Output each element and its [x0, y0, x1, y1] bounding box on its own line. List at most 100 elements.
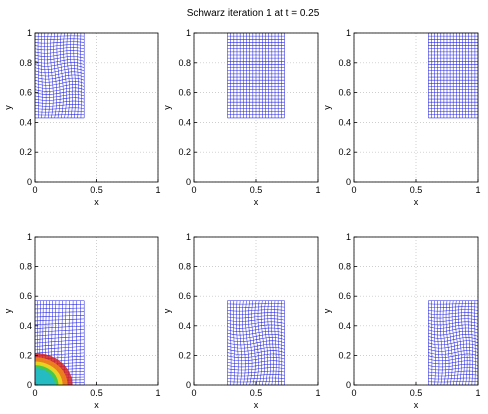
mesh-line-v	[428, 353, 479, 358]
x-tick-label: 0	[191, 388, 196, 398]
y-tick-label: 0.6	[19, 291, 32, 301]
y-tick-label: 0.8	[178, 262, 191, 272]
mesh-line-v	[227, 309, 285, 312]
x-tick-label: 1	[475, 185, 480, 195]
plot-area	[354, 237, 478, 385]
mesh-line-v	[428, 363, 479, 368]
mesh-line-u	[50, 32, 54, 118]
y-axis-label: y	[162, 308, 172, 313]
mesh-line-v	[34, 59, 85, 64]
subplot-1: 0 0.5 1 0 0.2 0.4 0.6 0.8 1 x y	[3, 28, 161, 207]
mesh-line-v	[428, 340, 479, 346]
mesh-line-v	[227, 357, 285, 362]
mesh-line-v	[34, 90, 85, 95]
mesh-line-v	[227, 367, 285, 371]
x-tick-label: 0	[351, 388, 356, 398]
subplot-5: 0 0.5 1 0 0.2 0.4 0.6 0.8 1 x y	[162, 232, 321, 410]
x-tick-label: 1	[315, 388, 320, 398]
x-axis-label: x	[94, 400, 99, 410]
mesh-line-v	[34, 50, 85, 54]
mesh-line-v	[227, 360, 285, 365]
mesh-line-v	[428, 370, 479, 374]
mesh-line-v	[227, 353, 285, 358]
solution-front	[35, 353, 73, 385]
mesh-line-v	[34, 332, 85, 337]
mesh-line-v	[34, 110, 85, 113]
mesh-line-v	[428, 312, 479, 315]
y-tick-label: 0	[346, 177, 351, 187]
mesh-line-v	[227, 324, 285, 329]
x-tick-label: 1	[475, 388, 480, 398]
mesh-line-v	[34, 81, 85, 86]
mesh-line-v	[428, 360, 479, 365]
mesh-line-u	[37, 32, 40, 118]
mesh-line-v	[428, 367, 479, 371]
mesh-line-v	[428, 350, 479, 355]
mesh-line-u	[40, 32, 43, 118]
mesh-line-v	[34, 53, 85, 57]
mesh-line-v	[34, 307, 85, 310]
y-tick-label: 0.4	[19, 117, 32, 127]
mesh-line-v	[34, 41, 85, 44]
mesh	[34, 32, 85, 119]
y-tick-label: 0	[346, 380, 351, 390]
mesh	[227, 32, 285, 119]
x-tick-label: 1	[315, 185, 320, 195]
mesh-line-u	[76, 32, 79, 118]
x-tick-label: 0.5	[90, 388, 103, 398]
y-tick-label: 0.4	[178, 321, 191, 331]
y-tick-label: 0	[186, 177, 191, 187]
mesh-line-v	[34, 97, 85, 101]
mesh	[428, 300, 479, 386]
y-tick-label: 1	[27, 232, 32, 242]
mesh-line-v	[428, 318, 479, 322]
mesh-line-v	[227, 312, 285, 315]
mesh-line-v	[34, 47, 85, 51]
y-tick-label: 1	[27, 28, 32, 38]
mesh-line-v	[34, 339, 85, 344]
y-tick-label: 0.4	[178, 117, 191, 127]
mesh-line-v	[227, 330, 285, 336]
x-axis-label: x	[94, 197, 99, 207]
y-tick-label: 0.2	[19, 147, 32, 157]
mesh-line-v	[34, 311, 85, 314]
mesh-line-u	[47, 32, 51, 118]
y-tick-label: 0.2	[338, 350, 351, 360]
x-axis-label: x	[254, 197, 259, 207]
mesh-line-v	[34, 38, 85, 41]
mesh-line-v	[34, 100, 85, 104]
y-tick-label: 0.8	[178, 58, 191, 68]
mesh-line-v	[428, 327, 479, 332]
mesh-line-u	[66, 32, 70, 118]
mesh-line-v	[428, 343, 479, 349]
mesh-line-v	[227, 306, 285, 308]
x-tick-label: 0.5	[250, 388, 263, 398]
mesh-line-v	[428, 347, 479, 352]
mesh-line-v	[227, 337, 285, 342]
mesh-line-v	[227, 381, 285, 383]
y-tick-label: 0	[27, 177, 32, 187]
x-tick-label: 0	[191, 185, 196, 195]
x-tick-label: 0	[351, 185, 356, 195]
mesh-line-v	[34, 56, 85, 61]
mesh-line-v	[227, 340, 285, 346]
x-tick-label: 0.5	[90, 185, 103, 195]
subplot-6: 0 0.5 1 0 0.2 0.4 0.6 0.8 1 x y	[322, 232, 481, 410]
mesh-line-v	[428, 321, 479, 326]
mesh-line-u	[70, 32, 73, 118]
mesh-line-v	[428, 334, 479, 339]
y-axis-label: y	[322, 105, 332, 110]
y-tick-label: 1	[346, 28, 351, 38]
x-axis-label: x	[254, 400, 259, 410]
x-tick-label: 0.5	[250, 185, 263, 195]
mesh-line-v	[428, 377, 479, 380]
mesh-line-v	[428, 324, 479, 329]
mesh-line-v	[428, 306, 479, 308]
mesh-line-v	[34, 346, 85, 351]
y-tick-label: 0.6	[178, 291, 191, 301]
y-axis-label: y	[322, 308, 332, 313]
mesh-line-v	[428, 357, 479, 362]
y-tick-label: 0.6	[338, 291, 351, 301]
mesh-line-v	[34, 68, 85, 74]
